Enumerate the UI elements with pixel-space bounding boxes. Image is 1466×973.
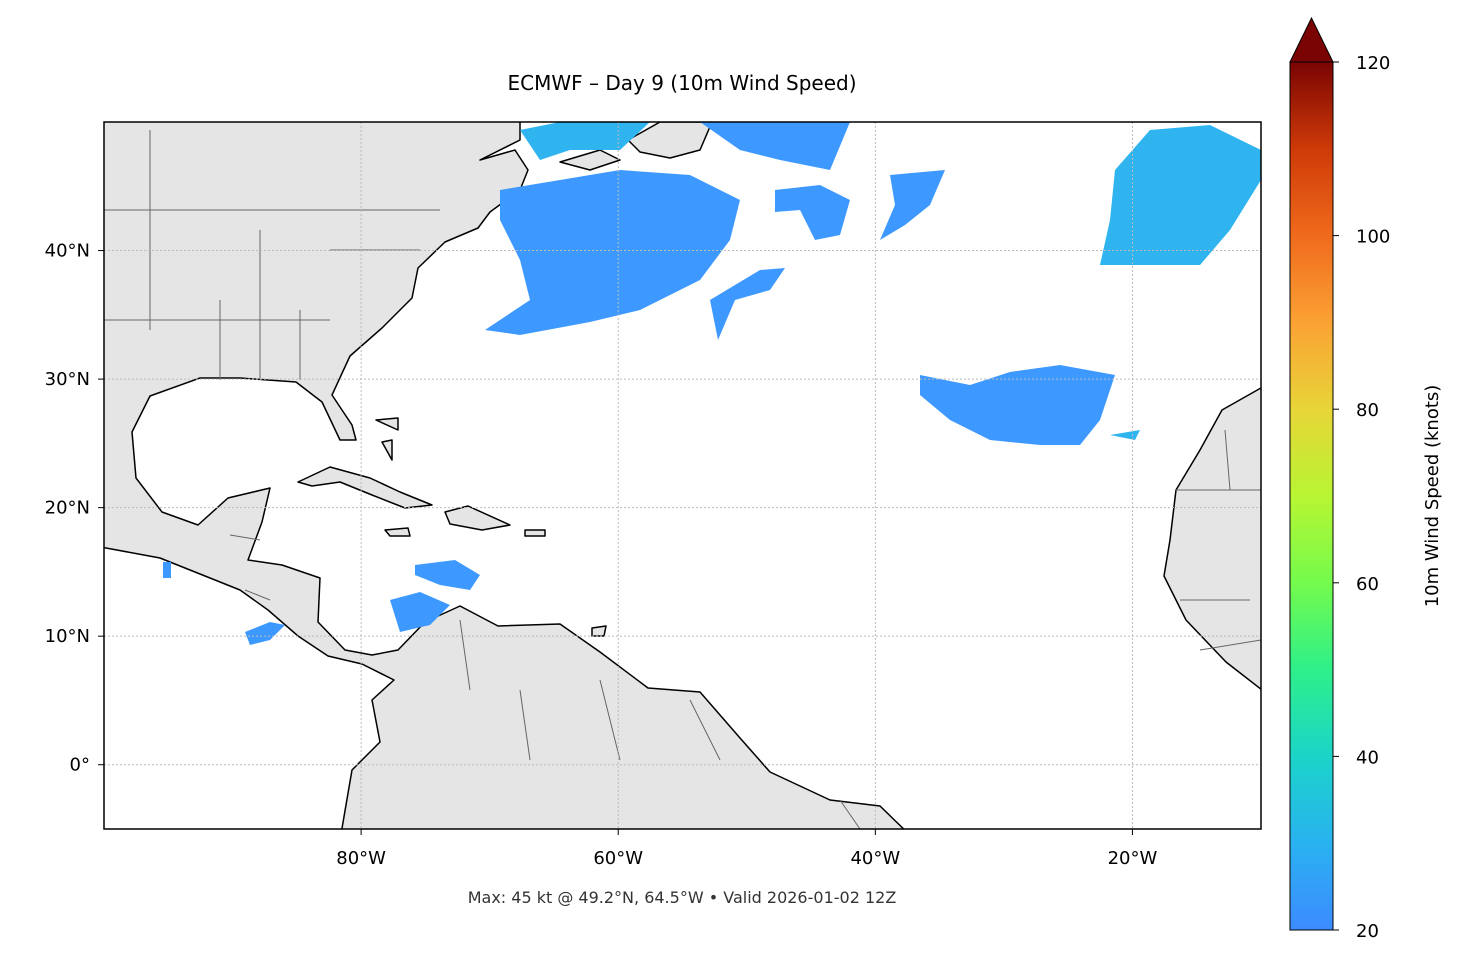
x-tick-label: 60°W <box>593 848 643 869</box>
colorbar-extend <box>1289 16 1334 63</box>
colorbar-tick-label: 100 <box>1356 227 1390 248</box>
cuba <box>297 466 433 509</box>
map-frame <box>103 121 1262 830</box>
colorbar-tick-label: 60 <box>1356 574 1379 595</box>
y-tick-label: 30°N <box>45 369 90 390</box>
puerto-rico <box>524 529 546 537</box>
map-title: ECMWF – Day 9 (10m Wind Speed) <box>508 71 857 95</box>
colorbar-tick-label: 20 <box>1356 921 1379 942</box>
map-footer: Max: 45 kt @ 49.2°N, 64.5°W • Valid 2026… <box>468 888 897 907</box>
colorbar <box>1289 61 1334 931</box>
colorbar-tick-label: 120 <box>1356 53 1390 74</box>
borders <box>104 130 1261 829</box>
x-tick-label: 80°W <box>336 848 386 869</box>
nova-scotia <box>559 149 621 171</box>
map <box>104 122 1261 829</box>
jamaica <box>384 527 411 537</box>
y-tick-label: 10°N <box>45 626 90 647</box>
trinidad <box>591 625 607 637</box>
x-tick-label: 40°W <box>850 848 900 869</box>
bahamas <box>375 417 399 461</box>
hispaniola <box>444 505 511 531</box>
newfoundland <box>627 122 713 159</box>
y-tick-label: 40°N <box>45 241 90 262</box>
wind-field <box>163 122 1261 645</box>
colorbar-label: 10m Wind Speed (knots) <box>1422 385 1443 608</box>
colorbar-tick-label: 80 <box>1356 400 1379 421</box>
colorbar-tick-label: 40 <box>1356 747 1379 768</box>
africa <box>1163 387 1261 691</box>
y-tick-label: 20°N <box>45 498 90 519</box>
x-tick-label: 20°W <box>1108 848 1158 869</box>
y-tick-label: 0° <box>70 755 90 776</box>
americas <box>104 122 905 829</box>
